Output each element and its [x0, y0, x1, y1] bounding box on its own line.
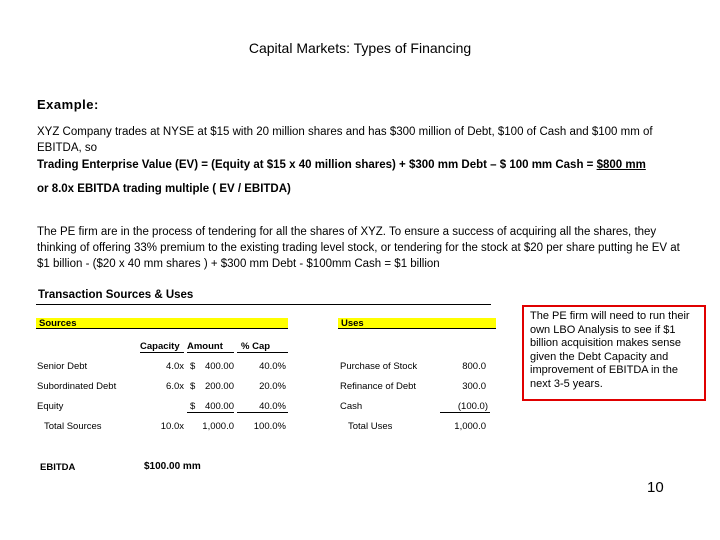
use-label: Refinance of Debt: [340, 381, 417, 392]
use-value: 800.0: [462, 361, 486, 372]
source-pct: 40.0%: [259, 361, 286, 372]
source-amount: 400.00: [204, 361, 234, 372]
uses-total-value: 1,000.0: [454, 421, 486, 432]
sources-total-pct: 100.0%: [253, 421, 286, 432]
slide-title: Capital Markets: Types of Financing: [248, 40, 472, 56]
use-value: (100.0): [440, 401, 490, 413]
ebitda-multiple-line: or 8.0x EBITDA trading multiple ( EV / E…: [37, 183, 291, 195]
source-capacity: 4.0x: [166, 361, 184, 372]
source-amount: 200.00: [204, 381, 234, 392]
sources-total-capacity: 10.0x: [160, 421, 184, 432]
table-title-rule: [36, 304, 491, 305]
lbo-analysis-callout: The PE firm will need to run their own L…: [522, 305, 706, 401]
use-label: Cash: [340, 401, 363, 412]
source-amount-sign: $: [190, 381, 196, 392]
col-header-capacity: Capacity: [140, 341, 184, 353]
source-label: Subordinated Debt: [37, 381, 117, 392]
ebitda-value: $100.00 mm: [144, 461, 201, 472]
page-number: 10: [647, 479, 664, 496]
source-amount-sign: $: [190, 401, 196, 412]
enterprise-value-line: Trading Enterprise Value (EV) = (Equity …: [37, 159, 646, 171]
ev-formula: Trading Enterprise Value (EV) = (Equity …: [37, 159, 597, 171]
source-capacity: 6.0x: [166, 381, 184, 392]
ebitda-label: EBITDA: [40, 462, 76, 473]
source-amount-sign: $: [190, 361, 196, 372]
uses-header: Uses: [338, 318, 496, 329]
example-label: Example:: [37, 97, 99, 112]
company-description: XYZ Company trades at NYSE at $15 with 2…: [37, 126, 653, 154]
pe-tender-paragraph: The PE firm are in the process of tender…: [37, 226, 680, 270]
uses-total-label: Total Uses: [348, 421, 393, 432]
source-label: Equity: [37, 401, 64, 412]
col-header-amount: Amount: [187, 341, 234, 353]
source-amount-cell: $ 400.00: [187, 401, 234, 413]
ev-result: $800 mm: [596, 159, 646, 171]
use-label: Purchase of Stock: [340, 361, 418, 372]
sources-total-label: Total Sources: [44, 421, 102, 432]
source-pct: 40.0%: [237, 401, 288, 413]
source-label: Senior Debt: [37, 361, 88, 372]
source-amount: 400.00: [204, 401, 234, 412]
source-pct: 20.0%: [259, 381, 286, 392]
col-header-pct-cap: % Cap: [237, 341, 288, 353]
sources-total-amount: 1,000.0: [202, 421, 234, 432]
table-title: Transaction Sources & Uses: [38, 289, 194, 301]
sources-header: Sources: [36, 318, 288, 329]
use-value: 300.0: [462, 381, 486, 392]
